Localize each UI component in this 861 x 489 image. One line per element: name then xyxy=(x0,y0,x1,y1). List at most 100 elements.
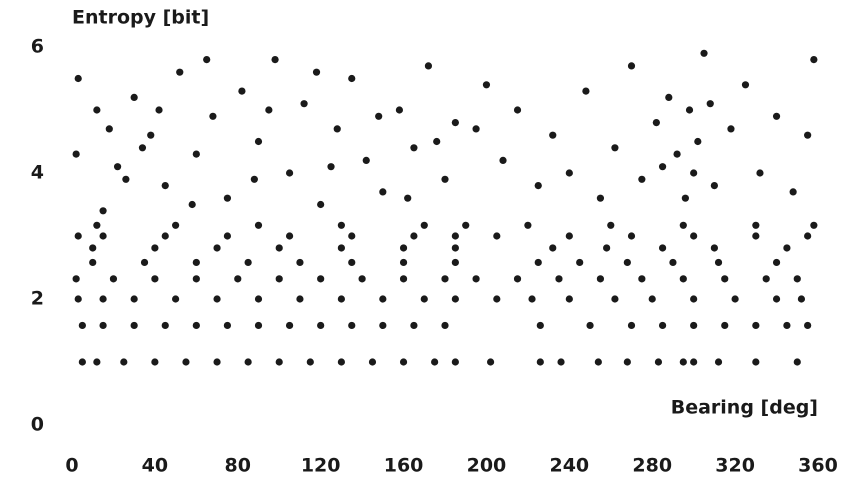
point xyxy=(451,232,459,240)
point xyxy=(151,275,159,283)
point xyxy=(804,131,812,139)
point xyxy=(679,358,687,366)
point xyxy=(203,56,211,64)
point xyxy=(337,358,345,366)
point xyxy=(213,244,221,252)
point xyxy=(285,321,294,330)
point xyxy=(348,258,356,267)
point xyxy=(451,258,459,267)
point xyxy=(752,358,760,366)
point xyxy=(431,358,439,366)
point xyxy=(752,321,760,330)
point xyxy=(679,275,687,283)
point xyxy=(789,188,797,196)
point xyxy=(93,106,101,114)
point xyxy=(690,295,698,303)
x-tick-label: 320 xyxy=(715,455,755,477)
point xyxy=(147,131,155,139)
point xyxy=(348,232,356,240)
point xyxy=(399,275,408,283)
x-tick-label: 280 xyxy=(632,455,672,477)
point xyxy=(690,358,698,366)
y-tick-label: 4 xyxy=(31,162,44,184)
point xyxy=(451,358,459,366)
point xyxy=(72,150,80,158)
point xyxy=(375,112,383,120)
point xyxy=(161,182,169,190)
point xyxy=(348,74,356,83)
point xyxy=(99,232,107,240)
x-tick-label: 0 xyxy=(65,455,78,477)
point xyxy=(482,81,491,89)
point xyxy=(138,144,147,152)
point xyxy=(810,221,818,229)
point xyxy=(337,244,345,252)
point xyxy=(582,87,590,95)
point xyxy=(441,175,449,183)
y-tick-label: 6 xyxy=(31,36,44,58)
point xyxy=(238,87,246,95)
point xyxy=(213,358,221,366)
x-tick-label: 360 xyxy=(798,455,838,477)
x-tick-label: 40 xyxy=(142,455,168,477)
x-tick-label: 80 xyxy=(225,455,251,477)
point xyxy=(721,321,729,330)
point xyxy=(140,258,149,267)
point xyxy=(804,321,812,330)
point xyxy=(772,258,781,267)
point xyxy=(627,62,636,70)
point xyxy=(78,321,86,330)
point xyxy=(275,358,283,366)
point xyxy=(681,194,689,202)
point xyxy=(358,275,366,283)
point xyxy=(379,321,387,330)
point xyxy=(122,175,130,183)
x-tick-label: 200 xyxy=(467,455,507,477)
point xyxy=(472,125,480,133)
point xyxy=(565,232,573,240)
point xyxy=(192,275,200,283)
point xyxy=(451,119,459,127)
point xyxy=(783,321,791,330)
point xyxy=(379,295,387,303)
point xyxy=(493,232,501,240)
point xyxy=(472,275,480,283)
point xyxy=(710,182,718,190)
point xyxy=(731,295,739,303)
point xyxy=(151,358,159,366)
point xyxy=(534,182,542,190)
point xyxy=(611,295,619,303)
x-tick-label: 120 xyxy=(301,455,341,477)
point xyxy=(296,295,304,303)
point xyxy=(254,295,263,303)
point xyxy=(441,321,449,330)
point xyxy=(223,194,232,202)
point xyxy=(576,258,584,267)
point xyxy=(395,106,404,114)
point xyxy=(155,106,163,114)
point xyxy=(690,232,698,240)
point xyxy=(275,244,283,252)
point xyxy=(399,244,408,252)
point xyxy=(105,125,113,133)
point xyxy=(99,207,107,215)
point xyxy=(265,106,273,114)
point xyxy=(594,358,602,366)
y-tick-label: 2 xyxy=(31,288,44,310)
point xyxy=(317,200,325,209)
point xyxy=(772,112,781,120)
point xyxy=(424,62,433,70)
point xyxy=(557,358,565,366)
point xyxy=(549,131,557,139)
point xyxy=(797,295,806,303)
point xyxy=(192,150,200,158)
point xyxy=(192,258,200,267)
point xyxy=(555,275,563,283)
point xyxy=(486,358,495,366)
point xyxy=(565,295,573,303)
point xyxy=(694,137,702,146)
point xyxy=(638,175,646,183)
point xyxy=(379,188,387,196)
point xyxy=(654,358,663,366)
point xyxy=(223,321,232,330)
